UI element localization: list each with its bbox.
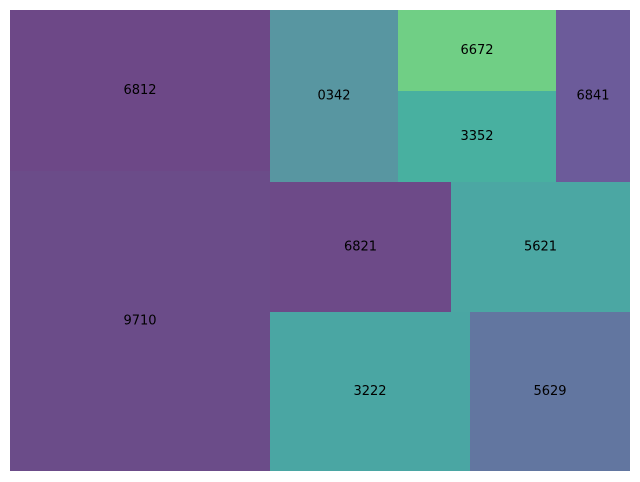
treemap-cell-5629 [470, 312, 630, 471]
treemap-label-0342: 0342 [317, 89, 350, 104]
treemap-label-6812: 6812 [123, 83, 156, 98]
treemap-label-9710: 9710 [123, 314, 156, 329]
treemap-cell-5621 [451, 182, 630, 312]
treemap-label-3352: 3352 [460, 129, 493, 144]
treemap-cell-6672 [398, 10, 556, 91]
treemap-cell-6841 [556, 10, 630, 182]
treemap-cell-3352 [398, 91, 556, 182]
treemap-label-5629: 5629 [533, 384, 566, 399]
treemap-cell-9710 [10, 171, 270, 471]
treemap-cell-6812 [10, 10, 270, 171]
treemap-cell-3222 [270, 312, 470, 471]
treemap-cell-6821 [270, 182, 451, 312]
treemap-label-3222: 3222 [353, 384, 386, 399]
treemap-label-5621: 5621 [524, 240, 557, 255]
treemap-cell-0342 [270, 10, 398, 182]
treemap-label-6841: 6841 [576, 89, 609, 104]
treemap-label-6672: 6672 [460, 43, 493, 58]
treemap-label-6821: 6821 [344, 240, 377, 255]
